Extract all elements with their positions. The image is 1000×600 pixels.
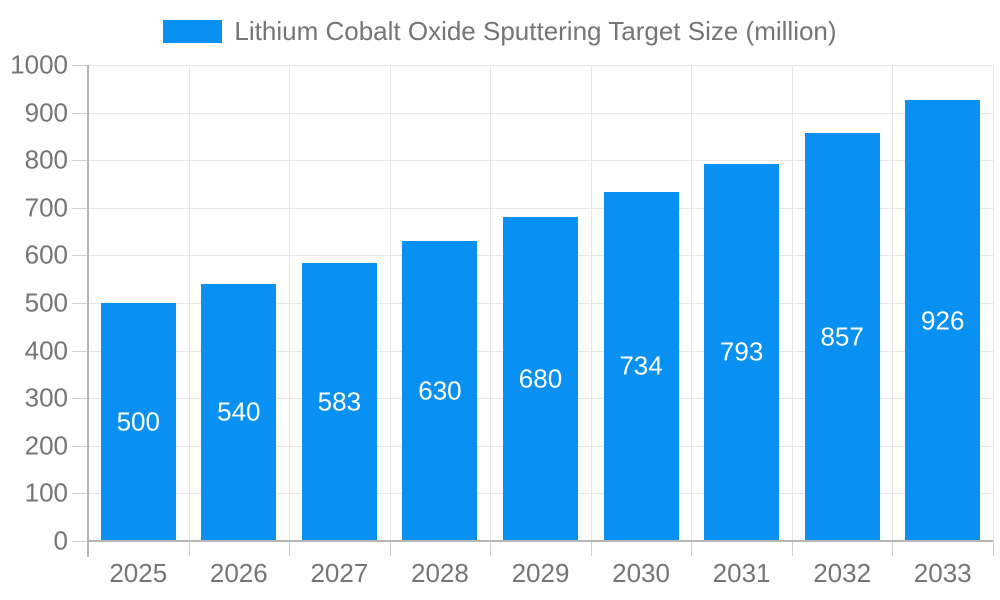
bar[interactable] [402, 241, 478, 541]
x-axis-tick [389, 541, 391, 556]
legend[interactable]: Lithium Cobalt Oxide Sputtering Target S… [0, 16, 1000, 47]
y-gridline [88, 160, 993, 162]
x-gridline [389, 65, 391, 541]
x-axis-tick [791, 541, 793, 556]
bar[interactable] [201, 283, 277, 541]
bar-value-label: 680 [518, 363, 563, 394]
x-gridline [993, 65, 994, 541]
bar-value-label: 540 [217, 396, 261, 427]
x-axis-tick-label: 2025 [109, 558, 168, 588]
y-gridline [88, 112, 993, 114]
x-axis-tick [590, 541, 592, 556]
y-axis-tick-label: 900 [24, 97, 68, 128]
bar[interactable] [100, 303, 176, 541]
y-axis-tick-label: 700 [24, 192, 68, 223]
y-axis-tick-label: 0 [53, 525, 68, 556]
bar[interactable] [603, 191, 679, 541]
x-axis-tick-label: 2030 [612, 558, 670, 588]
x-gridline [188, 65, 190, 541]
bar-value-label: 734 [619, 350, 663, 381]
x-axis-tick-label: 2026 [209, 558, 268, 588]
bar-value-label: 583 [317, 386, 362, 417]
x-gridline [590, 65, 592, 541]
x-axis-tick [289, 541, 291, 556]
x-axis-tick [691, 541, 693, 556]
y-gridline [88, 207, 993, 209]
x-gridline [892, 65, 894, 541]
x-axis-tick-label: 2028 [411, 558, 469, 588]
y-axis-tick-label: 400 [24, 335, 68, 366]
bar-value-label: 857 [820, 321, 864, 352]
x-gridline [289, 65, 291, 541]
y-axis-tick-label: 500 [24, 287, 68, 318]
x-axis-tick-label: 2032 [813, 558, 872, 588]
legend-label: Lithium Cobalt Oxide Sputtering Target S… [234, 16, 837, 46]
bar[interactable] [301, 263, 377, 541]
y-gridline [88, 65, 993, 66]
y-axis-tick [72, 112, 88, 114]
x-axis-tick-label: 2033 [913, 558, 972, 588]
x-axis-tick-label: 2031 [712, 558, 771, 588]
x-axis-tick-label: 2027 [310, 558, 369, 588]
x-axis-tick [490, 541, 492, 556]
x-axis-tick [993, 541, 994, 556]
y-axis-tick-label: 200 [24, 430, 68, 461]
y-axis-tick-label: 100 [24, 477, 68, 508]
x-axis-tick [892, 541, 894, 556]
y-axis-tick [72, 65, 88, 66]
y-axis-line [87, 65, 89, 557]
y-axis-tick-label: 300 [24, 382, 68, 413]
y-axis-tick [72, 541, 88, 542]
bar[interactable] [704, 163, 780, 541]
bar-value-label: 793 [719, 336, 764, 367]
y-axis-tick-label: 800 [24, 144, 68, 175]
x-axis-tick [188, 541, 190, 556]
y-axis-tick [72, 398, 88, 400]
y-axis-tick [72, 350, 88, 352]
x-gridline [691, 65, 693, 541]
y-axis-tick [72, 255, 88, 257]
y-axis-tick [72, 493, 88, 495]
bar-value-label: 926 [921, 305, 965, 336]
x-axis-tick-label: 2029 [511, 558, 570, 588]
bar[interactable] [905, 100, 981, 541]
legend-swatch [163, 20, 223, 43]
y-axis-tick [72, 445, 88, 447]
y-axis-tick [72, 160, 88, 162]
bar[interactable] [804, 133, 880, 541]
y-axis-tick-label: 600 [24, 239, 68, 270]
y-axis-tick [72, 207, 88, 209]
bar-value-label: 630 [418, 375, 462, 406]
bar[interactable] [503, 217, 578, 541]
x-gridline [791, 65, 793, 541]
x-axis-line [88, 540, 993, 542]
y-axis-tick-label: 1000 [10, 49, 68, 80]
x-gridline [490, 65, 492, 541]
y-axis-tick [72, 303, 88, 304]
bar-value-label: 500 [116, 406, 160, 437]
